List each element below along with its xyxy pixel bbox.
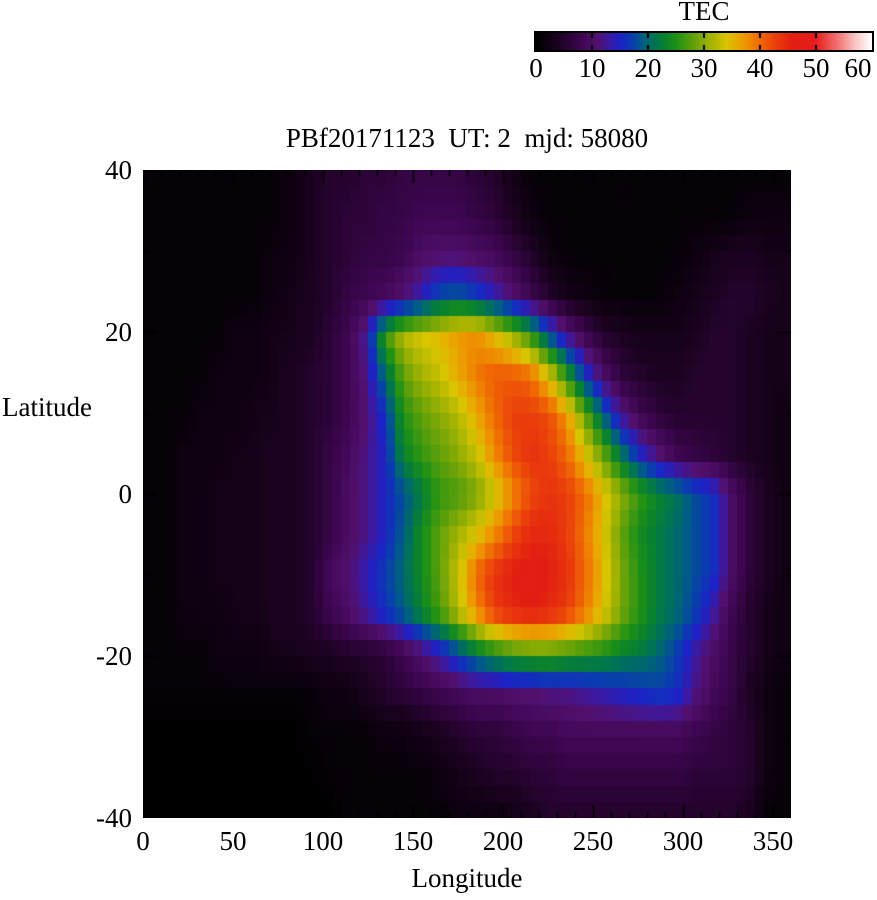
plot-title: PBf20171123 UT: 2 mjd: 58080 [285,123,649,153]
colorbar-tick-label: 10 [578,53,606,83]
y-tick-label: 20 [105,317,132,347]
x-axis-title: Longitude [411,863,523,893]
x-tick-label: 300 [662,826,704,856]
colorbar-tick-label: 50 [802,53,830,83]
x-tick-label: 350 [752,826,794,856]
x-tick-label: 100 [302,826,344,856]
y-tick-label: 40 [105,155,132,185]
y-tick-label: -20 [96,641,132,671]
colorbar-gradient [536,33,872,50]
y-axis-title: Latitude [2,392,92,422]
x-tick-label: 250 [572,826,614,856]
y-tick-label: -40 [96,803,132,833]
x-tick-label: 0 [136,826,150,856]
colorbar-tick-label: 60 [844,53,872,83]
x-tick-label: 200 [482,826,524,856]
colorbar-tick-label: 0 [529,53,543,83]
colorbar [534,31,874,52]
colorbar-tick-label: 40 [746,53,774,83]
colorbar-tick-label: 30 [690,53,718,83]
tec-heatmap [143,170,791,818]
x-tick-label: 50 [219,826,247,856]
colorbar-title: TEC [678,0,730,26]
y-tick-label: 0 [118,479,133,509]
colorbar-tick-label: 20 [634,53,662,83]
x-tick-label: 150 [392,826,434,856]
